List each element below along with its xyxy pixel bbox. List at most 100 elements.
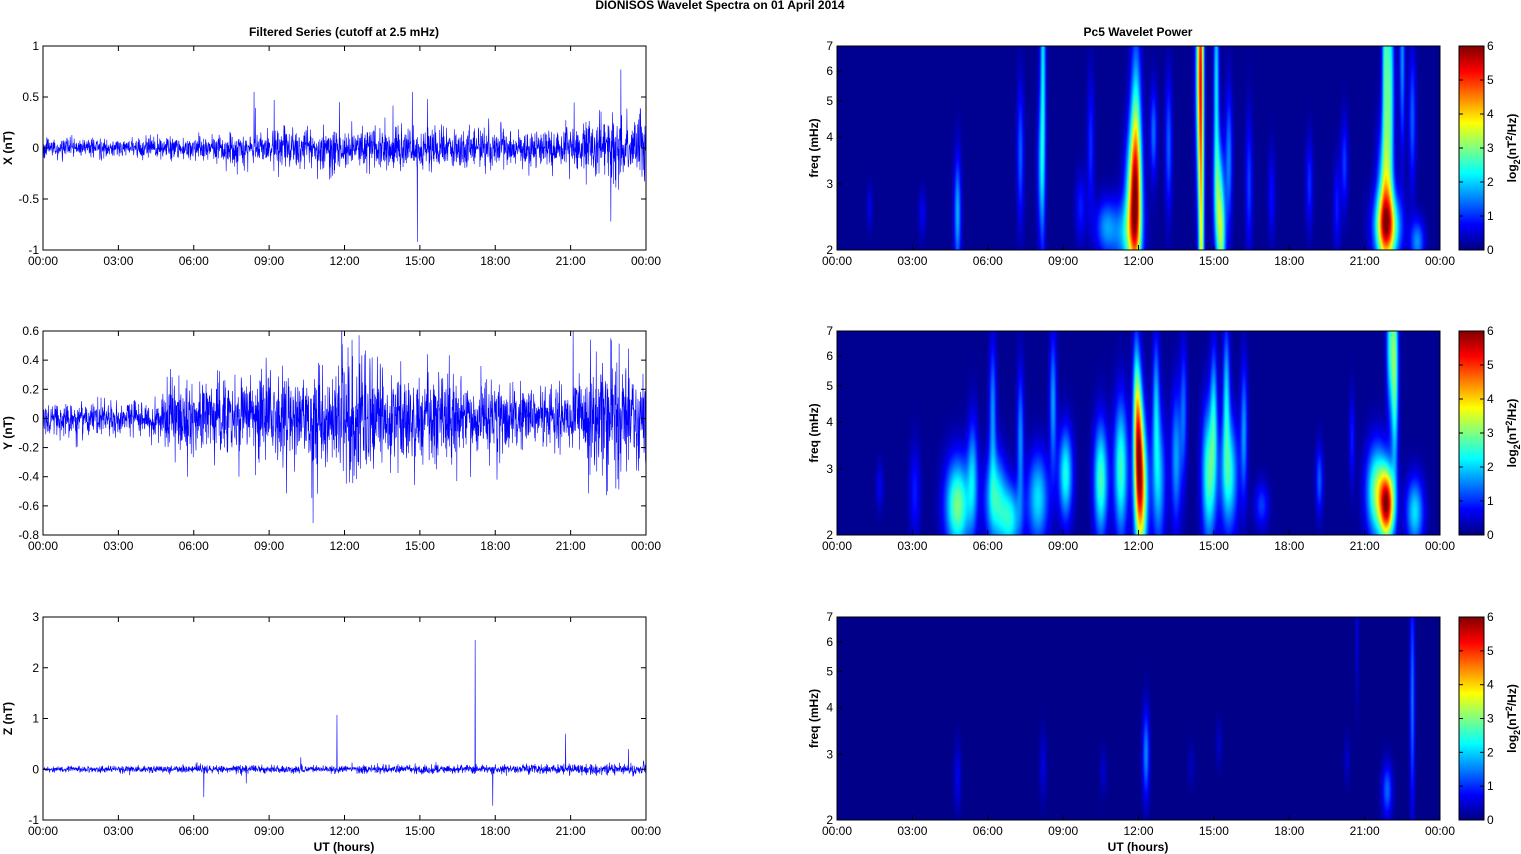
series-x-xtick-label: 06:00 [179,254,209,268]
wavelet-y-xtick-label: 00:00 [1425,539,1455,553]
wavelet-x-colorbar-tick-label: 3 [1487,141,1494,155]
wavelet-z-colorbar-tick-label: 0 [1487,813,1494,827]
series-x-xtick-label: 15:00 [405,254,435,268]
wavelet-x-xtick-label: 09:00 [1048,254,1078,268]
wavelet-x-colorbar-tick-label: 5 [1487,73,1494,87]
wavelet-x-xtick-label: 03:00 [897,254,927,268]
series-x-xtick-label: 00:00 [631,254,661,268]
wavelet-x-xtick-label: 18:00 [1274,254,1304,268]
wavelet-y-colorbar-tick-label: 1 [1487,494,1494,508]
series-z-ylabel: Z (nT) [1,702,15,735]
series-x-xtick-label: 21:00 [556,254,586,268]
wavelet-y-xtick-label: 18:00 [1274,539,1304,553]
wavelet-z-colorbar-tick-label: 4 [1487,678,1494,692]
wavelet-z-ylabel: freq (mHz) [807,689,821,748]
wavelet-y-xtick-label: 09:00 [1048,539,1078,553]
wavelet-y-ytick-label: 3 [826,462,833,476]
series-y-xtick-label: 18:00 [480,539,510,553]
series-x-trace [43,69,646,242]
wavelet-x-ylabel: freq (mHz) [807,118,821,177]
wavelet-z-panel: 2 3 4 5 6 7 00:00 03:00 06:00 09:00 12:00 15:00 18:0… [807,610,1521,838]
wavelet-y-power-map [837,331,1440,535]
series-z-panel: -1 0 1 2 3 00:00 03:00 06:00 09:00 12:00 15:00 18:0… [1,610,661,838]
wavelet-x-xtick-label: 21:00 [1350,254,1380,268]
series-y-xtick-label: 15:00 [405,539,435,553]
wavelet-y-colorbar-tick-label: 5 [1487,358,1494,372]
wavelet-z-xtick-label: 06:00 [973,824,1003,838]
wavelet-y-colorbar [1458,330,1485,536]
series-z-xtick-label: 00:00 [631,824,661,838]
wavelet-z-power-map [837,617,1440,820]
wavelet-z-ytick-label: 7 [826,610,833,624]
wavelet-y-xtick-label: 12:00 [1123,539,1153,553]
wavelet-z-colorbar-tick-label: 3 [1487,712,1494,726]
wavelet-z-xtick-label: 03:00 [897,824,927,838]
wavelet-z-colorbar-tick-label: 1 [1487,779,1494,793]
left-xaxis-label: UT (hours) [314,840,375,854]
series-z-ytick-label: 3 [32,610,39,624]
wavelet-z-xtick-label: 15:00 [1199,824,1229,838]
series-x-ytick-label: -1 [28,243,39,257]
wavelet-x-xtick-label: 00:00 [1425,254,1455,268]
wavelet-x-ytick-label: 3 [826,177,833,191]
series-x-ytick-label: 0.5 [22,90,39,104]
series-z-xtick-label: 09:00 [254,824,284,838]
series-x-ylabel: X (nT) [1,131,15,165]
wavelet-y-ytick-label: 6 [826,349,833,363]
wavelet-x-colorbar-tick-label: 6 [1487,39,1494,53]
series-z-xtick-label: 03:00 [103,824,133,838]
wavelet-y-colorbar-tick-label: 3 [1487,426,1494,440]
series-y-xtick-label: 06:00 [179,539,209,553]
series-y-ytick-label: 0.6 [22,324,39,338]
wavelet-y-ytick-label: 5 [826,379,833,393]
series-x-xtick-label: 03:00 [103,254,133,268]
wavelet-y-colorbar-label: log2(nT2/Hz) [1504,399,1521,468]
series-z-ytick-label: 1 [32,712,39,726]
wavelet-z-ytick-label: 4 [826,701,833,715]
wavelet-x-colorbar [1458,45,1485,251]
wavelet-y-colorbar-tick-label: 2 [1487,460,1494,474]
series-y-ytick-label: 0.4 [22,353,39,367]
series-x-ytick-label: -0.5 [18,192,39,206]
wavelet-y-ytick-label: 2 [826,528,833,542]
wavelet-z-colorbar-tick-label: 5 [1487,644,1494,658]
series-y-ytick-label: 0.2 [22,382,39,396]
series-x-panel: -1 -0.5 0 0.5 1 00:00 03:00 06:00 09:00 12:00 15:0… [1,39,661,268]
series-y-xtick-label: 09:00 [254,539,284,553]
series-x-xtick-label: 09:00 [254,254,284,268]
series-y-ytick-label: -0.6 [18,499,39,513]
series-y-ytick-label: -0.8 [18,528,39,542]
series-z-xtick-label: 15:00 [405,824,435,838]
series-y-xtick-label: 12:00 [329,539,359,553]
wavelet-y-colorbar-tick-label: 6 [1487,324,1494,338]
series-z-xtick-label: 18:00 [480,824,510,838]
wavelet-x-ytick-label: 5 [826,94,833,108]
wavelet-y-colorbar-tick-label: 0 [1487,528,1494,542]
figure-suptitle: DIONISOS Wavelet Spectra on 01 April 201… [595,0,845,12]
wavelet-z-xtick-label: 00:00 [1425,824,1455,838]
wavelet-x-colorbar-tick-label: 2 [1487,175,1494,189]
wavelet-x-ytick-label: 6 [826,64,833,78]
left-column-title: Filtered Series (cutoff at 2.5 mHz) [249,25,439,39]
series-x-xtick-label: 18:00 [480,254,510,268]
wavelet-x-ytick-label: 7 [826,39,833,53]
wavelet-z-ytick-label: 6 [826,635,833,649]
wavelet-z-colorbar-label: log2(nT2/Hz) [1504,684,1521,753]
wavelet-x-colorbar-tick-label: 4 [1487,107,1494,121]
wavelet-z-colorbar-tick-label: 2 [1487,745,1494,759]
wavelet-y-ytick-label: 4 [826,415,833,429]
series-y-ytick-label: -0.4 [18,470,39,484]
wavelet-x-colorbar-tick-label: 1 [1487,209,1494,223]
series-x-xtick-label: 12:00 [329,254,359,268]
wavelet-z-ytick-label: 5 [826,665,833,679]
series-y-ylabel: Y (nT) [1,416,15,450]
series-y-ytick-label: -0.2 [18,441,39,455]
wavelet-x-xtick-label: 15:00 [1199,254,1229,268]
series-y-xtick-label: 00:00 [631,539,661,553]
series-y-xtick-label: 00:00 [28,539,58,553]
wavelet-y-ytick-label: 7 [826,324,833,338]
wavelet-z-ytick-label: 2 [826,813,833,827]
wavelet-z-xtick-label: 00:00 [822,824,852,838]
wavelet-y-xtick-label: 21:00 [1350,539,1380,553]
